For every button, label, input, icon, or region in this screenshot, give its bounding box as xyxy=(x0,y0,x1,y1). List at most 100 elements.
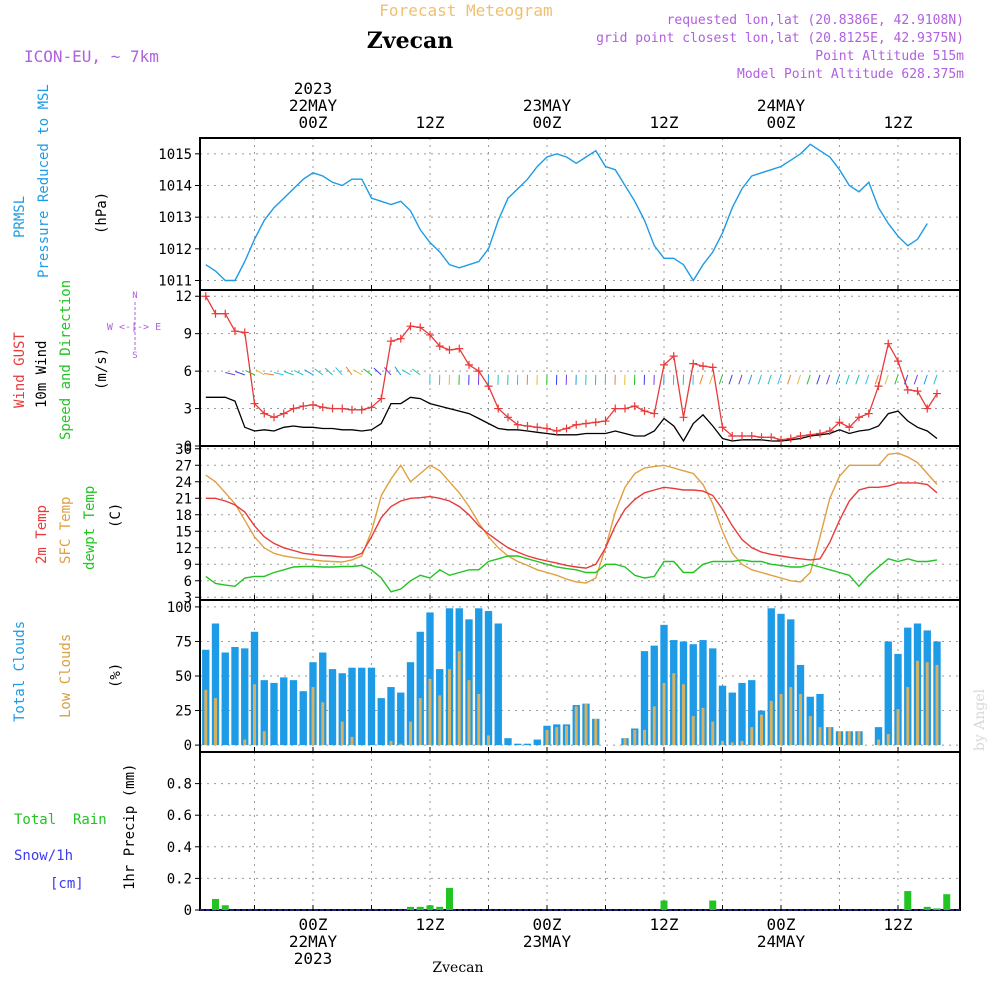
time-label: 22MAY xyxy=(289,96,338,115)
y-tick-label: 0.4 xyxy=(167,840,192,856)
wind-labels: Wind GUST 10m Wind Speed and Direction (… xyxy=(12,280,161,440)
wind-dir-label: Speed and Direction xyxy=(58,280,74,440)
gust-marker xyxy=(211,309,220,318)
gust-marker xyxy=(689,359,698,368)
wind-arrow xyxy=(352,369,363,376)
pressure-labels: PRMSL Pressure Reduced to MSL (hPa) xyxy=(12,84,110,278)
wind-arrow xyxy=(293,370,304,376)
rain-bar xyxy=(221,905,229,910)
y-tick-label: 0 xyxy=(184,903,192,919)
low-cloud-bar xyxy=(262,731,266,746)
y-tick-label: 1013 xyxy=(158,210,192,226)
gust-marker xyxy=(494,404,503,413)
gust-marker xyxy=(240,328,249,337)
gust-marker xyxy=(786,434,795,443)
gust-marker xyxy=(835,418,844,427)
low-cloud-bar xyxy=(652,706,656,746)
low-cloud-bar xyxy=(896,709,900,746)
cloud-unit: (%) xyxy=(108,663,124,688)
gust-marker xyxy=(718,423,727,432)
wind-arrow xyxy=(894,374,899,385)
time-label: 22MAY xyxy=(289,932,338,951)
wind-panel xyxy=(201,292,941,444)
low-cloud-bar xyxy=(340,721,344,746)
pressure-unit: (hPa) xyxy=(94,192,110,234)
gust-marker xyxy=(309,400,317,409)
time-label: 2023 xyxy=(294,949,333,968)
gust-marker xyxy=(435,342,444,351)
y-tick-label: 12 xyxy=(175,289,192,305)
gust-marker xyxy=(513,420,522,429)
total-cloud-bar xyxy=(718,685,727,746)
y-tick-label: 1011 xyxy=(158,274,192,290)
gust-marker xyxy=(591,418,600,427)
y-tick-label: 1015 xyxy=(158,147,192,163)
gust-marker xyxy=(699,362,707,371)
total-cloud-bar xyxy=(894,653,902,746)
wind-arrow xyxy=(913,374,918,385)
wind-arrow xyxy=(757,374,762,385)
time-label: 12Z xyxy=(650,113,679,132)
gust-marker xyxy=(728,432,737,441)
watermark: by Angel xyxy=(972,688,988,751)
total-cloud-bar xyxy=(280,677,288,746)
total-cloud-bar xyxy=(231,646,239,746)
gust-marker xyxy=(299,402,308,411)
temperature-panel xyxy=(205,452,938,593)
y-tick-label: 0 xyxy=(184,439,192,455)
gust-marker xyxy=(864,409,873,418)
low-cloud-bar xyxy=(487,735,490,746)
gust-marker xyxy=(289,404,298,413)
total-cloud-bar xyxy=(748,680,756,746)
wind-arrow xyxy=(826,374,831,385)
rain-bar xyxy=(436,906,444,910)
rain-bar xyxy=(426,905,434,910)
compass-we: W <-|-> E xyxy=(107,322,161,333)
y-tick-label: 0 xyxy=(184,738,192,754)
total-cloud-bar xyxy=(699,640,707,746)
y-tick-label: 24 xyxy=(175,475,192,491)
low-cloud-bar xyxy=(399,743,403,746)
gust-marker xyxy=(562,424,571,433)
total-cloud-bar xyxy=(494,623,502,746)
gust-marker xyxy=(816,429,824,438)
low-cloud-bar xyxy=(935,664,939,746)
gust-marker xyxy=(260,409,269,418)
low-cloud-bar xyxy=(847,731,851,746)
wind-arrow xyxy=(235,371,245,376)
gust-marker xyxy=(913,387,922,396)
gust-marker xyxy=(660,360,668,369)
y-tick-label: 6 xyxy=(184,364,192,380)
gust-marker xyxy=(747,432,756,441)
gust-marker xyxy=(923,404,932,413)
cloud-labels: Total Clouds Low Clouds (%) xyxy=(12,621,124,722)
model-altitude: Model Point Altitude 628.375m xyxy=(737,67,964,82)
panel-frame xyxy=(199,289,961,447)
gust-marker xyxy=(903,385,912,394)
gust-marker xyxy=(533,423,542,432)
gust-marker xyxy=(757,433,766,442)
total-cloud-bar xyxy=(484,611,493,746)
total-cloud-bar xyxy=(787,619,795,746)
wind-arrow xyxy=(796,374,801,385)
gust-marker xyxy=(738,432,746,441)
time-label: 12Z xyxy=(650,915,679,934)
low-cloud-bar xyxy=(418,698,422,746)
low-cloud-bar xyxy=(204,689,208,746)
gust-label: Wind GUST xyxy=(12,332,28,408)
low-cloud-bar xyxy=(711,721,715,746)
wind-arrow xyxy=(874,374,879,385)
gust-marker xyxy=(806,430,815,439)
y-tick-label: 21 xyxy=(175,491,192,507)
wind-arrow xyxy=(335,367,343,376)
t2m-label: 2m Temp xyxy=(34,505,50,564)
y-tick-label: 25 xyxy=(175,704,192,720)
time-label: 12Z xyxy=(416,113,445,132)
wind-arrow xyxy=(394,366,402,376)
gust-marker xyxy=(543,424,551,433)
y-tick-label: 0.6 xyxy=(167,808,192,824)
rain-bar xyxy=(923,906,931,910)
y-tick-label: 6 xyxy=(184,574,192,590)
low-cloud-bar xyxy=(730,742,734,746)
wind-arrow xyxy=(738,374,743,385)
